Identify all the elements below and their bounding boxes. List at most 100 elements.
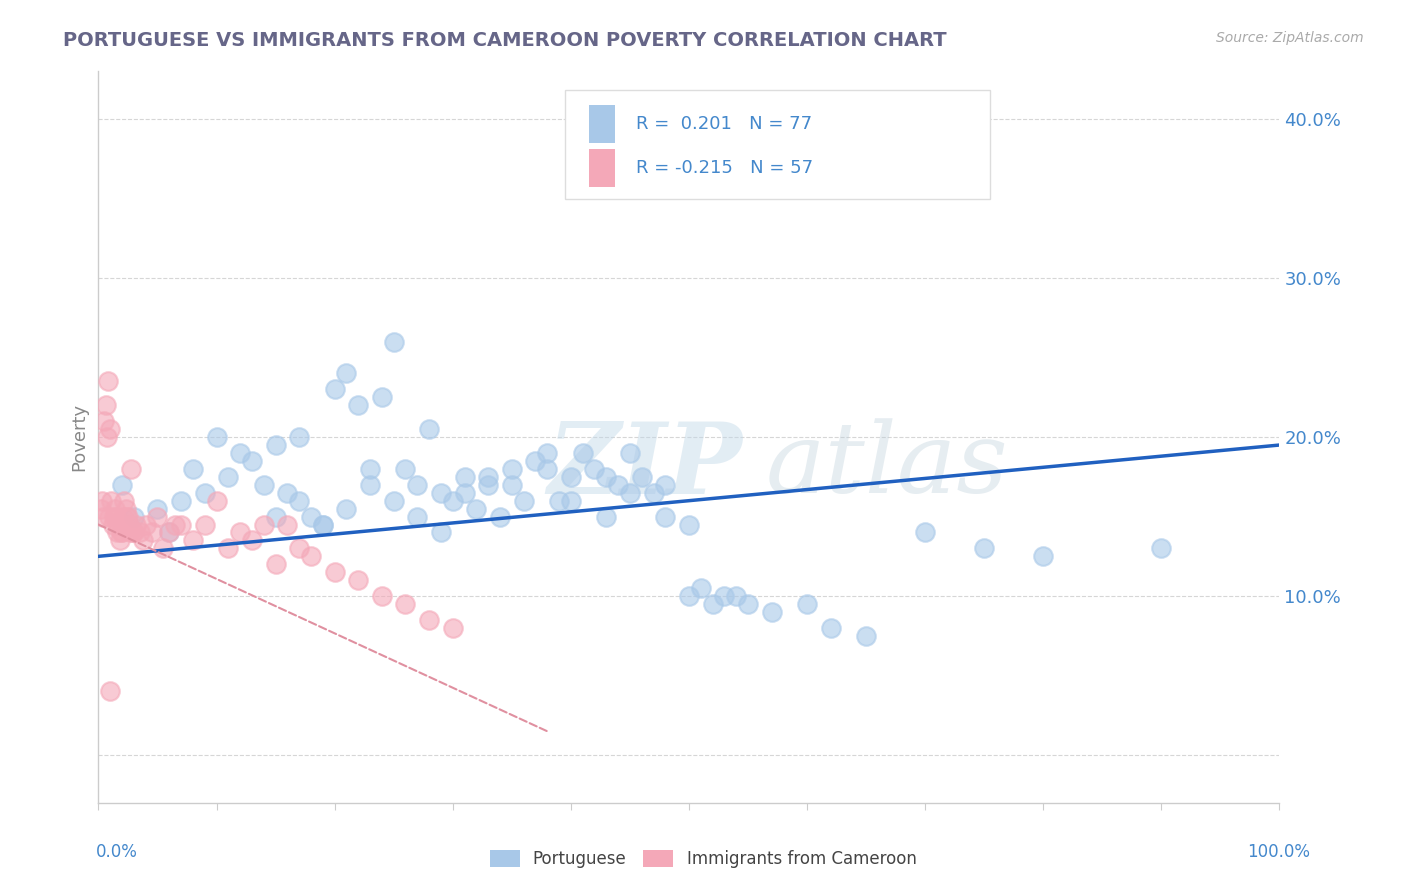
Text: 0.0%: 0.0% — [96, 843, 138, 861]
Point — [94, 398, 117, 412]
Point — [595, 470, 617, 484]
Point — [761, 605, 783, 619]
Point — [371, 390, 394, 404]
Point — [240, 533, 263, 548]
Point — [93, 414, 115, 428]
Point — [323, 383, 346, 397]
Point — [371, 589, 394, 603]
Point — [103, 509, 125, 524]
Legend: Portuguese, Immigrants from Cameroon: Portuguese, Immigrants from Cameroon — [482, 843, 924, 875]
Point — [101, 517, 124, 532]
Point — [120, 525, 142, 540]
Point — [181, 533, 204, 548]
Point — [347, 398, 370, 412]
Point — [121, 525, 143, 540]
Point — [489, 509, 512, 524]
Point — [583, 462, 606, 476]
Point — [165, 517, 187, 532]
Text: 100.0%: 100.0% — [1247, 843, 1310, 861]
Point — [477, 470, 499, 484]
Point — [477, 477, 499, 491]
Point — [678, 589, 700, 603]
Point — [654, 509, 676, 524]
Point — [122, 509, 145, 524]
Point — [501, 462, 523, 476]
Point — [689, 581, 711, 595]
Point — [560, 493, 582, 508]
Point — [98, 684, 121, 698]
Point — [105, 525, 128, 540]
Text: ZIP: ZIP — [547, 418, 742, 515]
Point — [118, 517, 141, 532]
FancyBboxPatch shape — [565, 90, 990, 200]
Point — [128, 525, 150, 540]
Text: R = -0.215   N = 57: R = -0.215 N = 57 — [636, 159, 813, 177]
Point — [536, 446, 558, 460]
Point — [430, 525, 453, 540]
Point — [453, 485, 475, 500]
Point — [125, 517, 148, 532]
Point — [643, 485, 665, 500]
Point — [132, 533, 155, 548]
Point — [820, 621, 842, 635]
Point — [855, 629, 877, 643]
Text: atlas: atlas — [766, 418, 1008, 514]
Point — [453, 470, 475, 484]
Point — [619, 485, 641, 500]
Point — [98, 422, 121, 436]
Point — [465, 501, 488, 516]
FancyBboxPatch shape — [589, 149, 614, 187]
Point — [205, 493, 228, 508]
Point — [571, 446, 593, 460]
Point — [157, 525, 180, 540]
Point — [146, 509, 169, 524]
Point — [678, 517, 700, 532]
Point — [194, 517, 217, 532]
Point — [607, 477, 630, 491]
Point — [418, 422, 440, 436]
Point — [205, 430, 228, 444]
Point — [141, 525, 163, 540]
Point — [217, 470, 239, 484]
Point — [276, 485, 298, 500]
Point — [112, 493, 135, 508]
Point — [117, 509, 139, 524]
Point — [430, 485, 453, 500]
Point — [96, 430, 118, 444]
Point — [194, 485, 217, 500]
Point — [512, 493, 534, 508]
Point — [112, 509, 135, 524]
Point — [347, 573, 370, 587]
Point — [98, 509, 121, 524]
FancyBboxPatch shape — [589, 105, 614, 143]
Point — [441, 493, 464, 508]
Point — [91, 493, 114, 508]
Point — [382, 334, 405, 349]
Point — [299, 509, 322, 524]
Point — [111, 477, 134, 491]
Point — [973, 541, 995, 556]
Point — [115, 509, 138, 524]
Point — [536, 462, 558, 476]
Point — [406, 509, 429, 524]
Point — [253, 477, 276, 491]
Point — [312, 517, 335, 532]
Point — [122, 525, 145, 540]
Point — [253, 517, 276, 532]
Point — [146, 501, 169, 516]
Point — [595, 509, 617, 524]
Point — [1150, 541, 1173, 556]
Point — [152, 541, 174, 556]
Point — [619, 446, 641, 460]
Point — [229, 446, 252, 460]
Point — [100, 493, 122, 508]
Point — [359, 477, 381, 491]
Text: PORTUGUESE VS IMMIGRANTS FROM CAMEROON POVERTY CORRELATION CHART: PORTUGUESE VS IMMIGRANTS FROM CAMEROON P… — [63, 31, 946, 50]
Point — [111, 525, 134, 540]
Point — [288, 541, 311, 556]
Point — [359, 462, 381, 476]
Point — [114, 501, 136, 516]
Point — [217, 541, 239, 556]
Point — [725, 589, 748, 603]
Point — [630, 470, 652, 484]
